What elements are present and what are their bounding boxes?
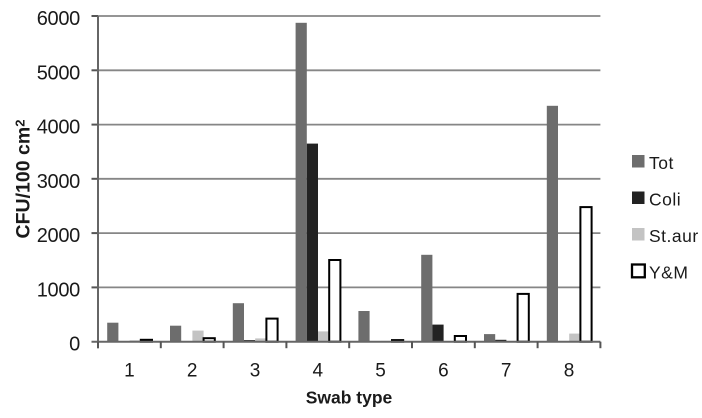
svg-text:Coli: Coli xyxy=(649,190,681,210)
svg-text:7: 7 xyxy=(501,361,512,382)
svg-text:6000: 6000 xyxy=(37,8,80,30)
svg-text:4000: 4000 xyxy=(37,117,80,139)
svg-text:Y&M: Y&M xyxy=(649,263,688,283)
svg-text:0: 0 xyxy=(69,334,80,356)
svg-text:CFU/100 cm2: CFU/100 cm2 xyxy=(13,120,35,239)
svg-text:Swab type: Swab type xyxy=(306,388,393,408)
svg-text:Tot: Tot xyxy=(649,153,674,173)
svg-text:1: 1 xyxy=(124,361,135,382)
svg-text:2000: 2000 xyxy=(37,225,80,247)
svg-text:4: 4 xyxy=(313,361,324,382)
svg-text:St.aur: St.aur xyxy=(649,226,699,246)
svg-text:3: 3 xyxy=(250,361,261,382)
svg-text:2: 2 xyxy=(187,361,198,382)
svg-text:6: 6 xyxy=(438,361,449,382)
svg-text:5: 5 xyxy=(375,361,386,382)
svg-text:5000: 5000 xyxy=(37,62,80,84)
svg-text:3000: 3000 xyxy=(37,171,80,193)
svg-text:8: 8 xyxy=(564,361,575,382)
svg-text:1000: 1000 xyxy=(37,279,80,301)
